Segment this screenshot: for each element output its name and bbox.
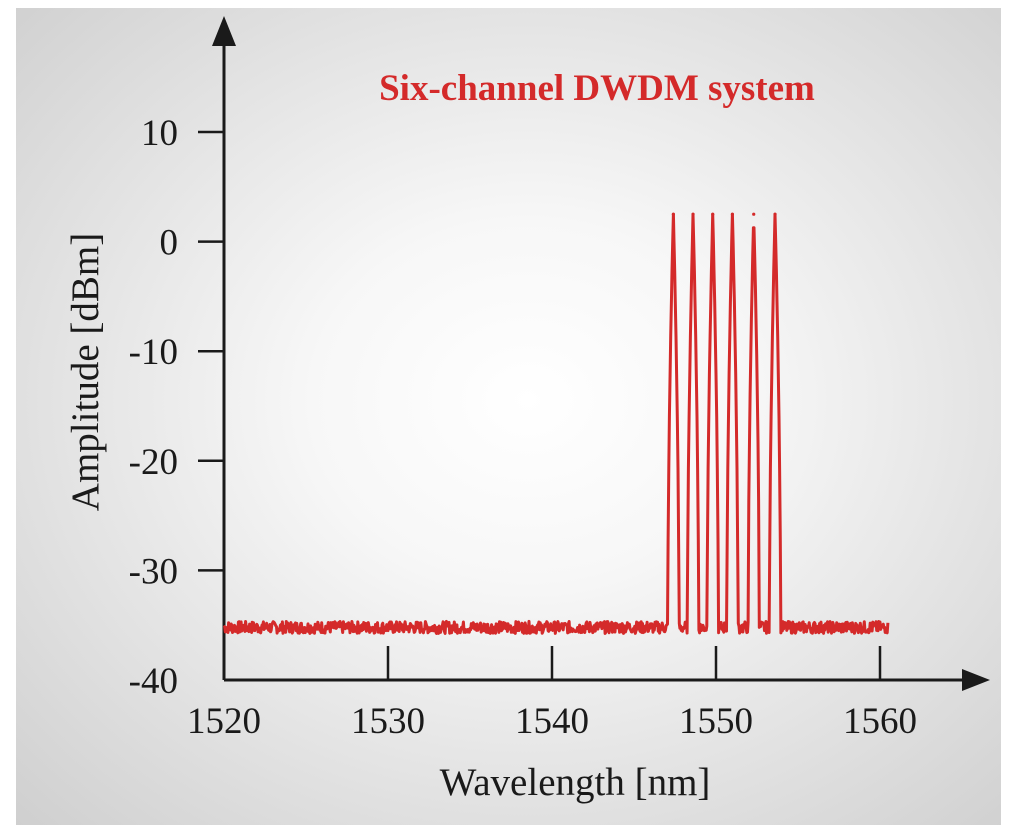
axes xyxy=(212,16,990,691)
x-axis-arrow xyxy=(962,669,990,691)
y-tick-label: -40 xyxy=(129,661,178,702)
y-tick-label: 0 xyxy=(160,223,179,264)
y-axis-title: Amplitude [dBm] xyxy=(64,233,107,511)
x-tick-label: 1550 xyxy=(679,701,753,742)
channel-peak-point xyxy=(773,212,777,216)
x-tick-label: 1560 xyxy=(843,701,917,742)
channel-peak-point xyxy=(730,212,735,216)
series-layer xyxy=(222,212,890,635)
y-tick-label: -20 xyxy=(129,442,178,483)
y-tick-label: 10 xyxy=(141,113,178,154)
chart-panel xyxy=(16,8,1001,825)
x-tick-label: 1520 xyxy=(187,701,261,742)
spectrum-trace xyxy=(222,212,890,635)
chart-title: Six-channel DWDM system xyxy=(379,68,815,109)
x-axis-title: Wavelength [nm] xyxy=(440,761,711,804)
y-tick-label: -10 xyxy=(129,332,178,373)
channel-peak-point xyxy=(711,212,715,216)
channel-peak-point xyxy=(691,212,695,216)
y-axis-arrow xyxy=(212,16,236,46)
channel-peak-point xyxy=(752,212,756,216)
x-tick-label: 1530 xyxy=(351,701,425,742)
channel-peak-point xyxy=(671,212,675,216)
x-tick-label: 1540 xyxy=(515,701,589,742)
y-tick-label: -30 xyxy=(129,551,178,592)
